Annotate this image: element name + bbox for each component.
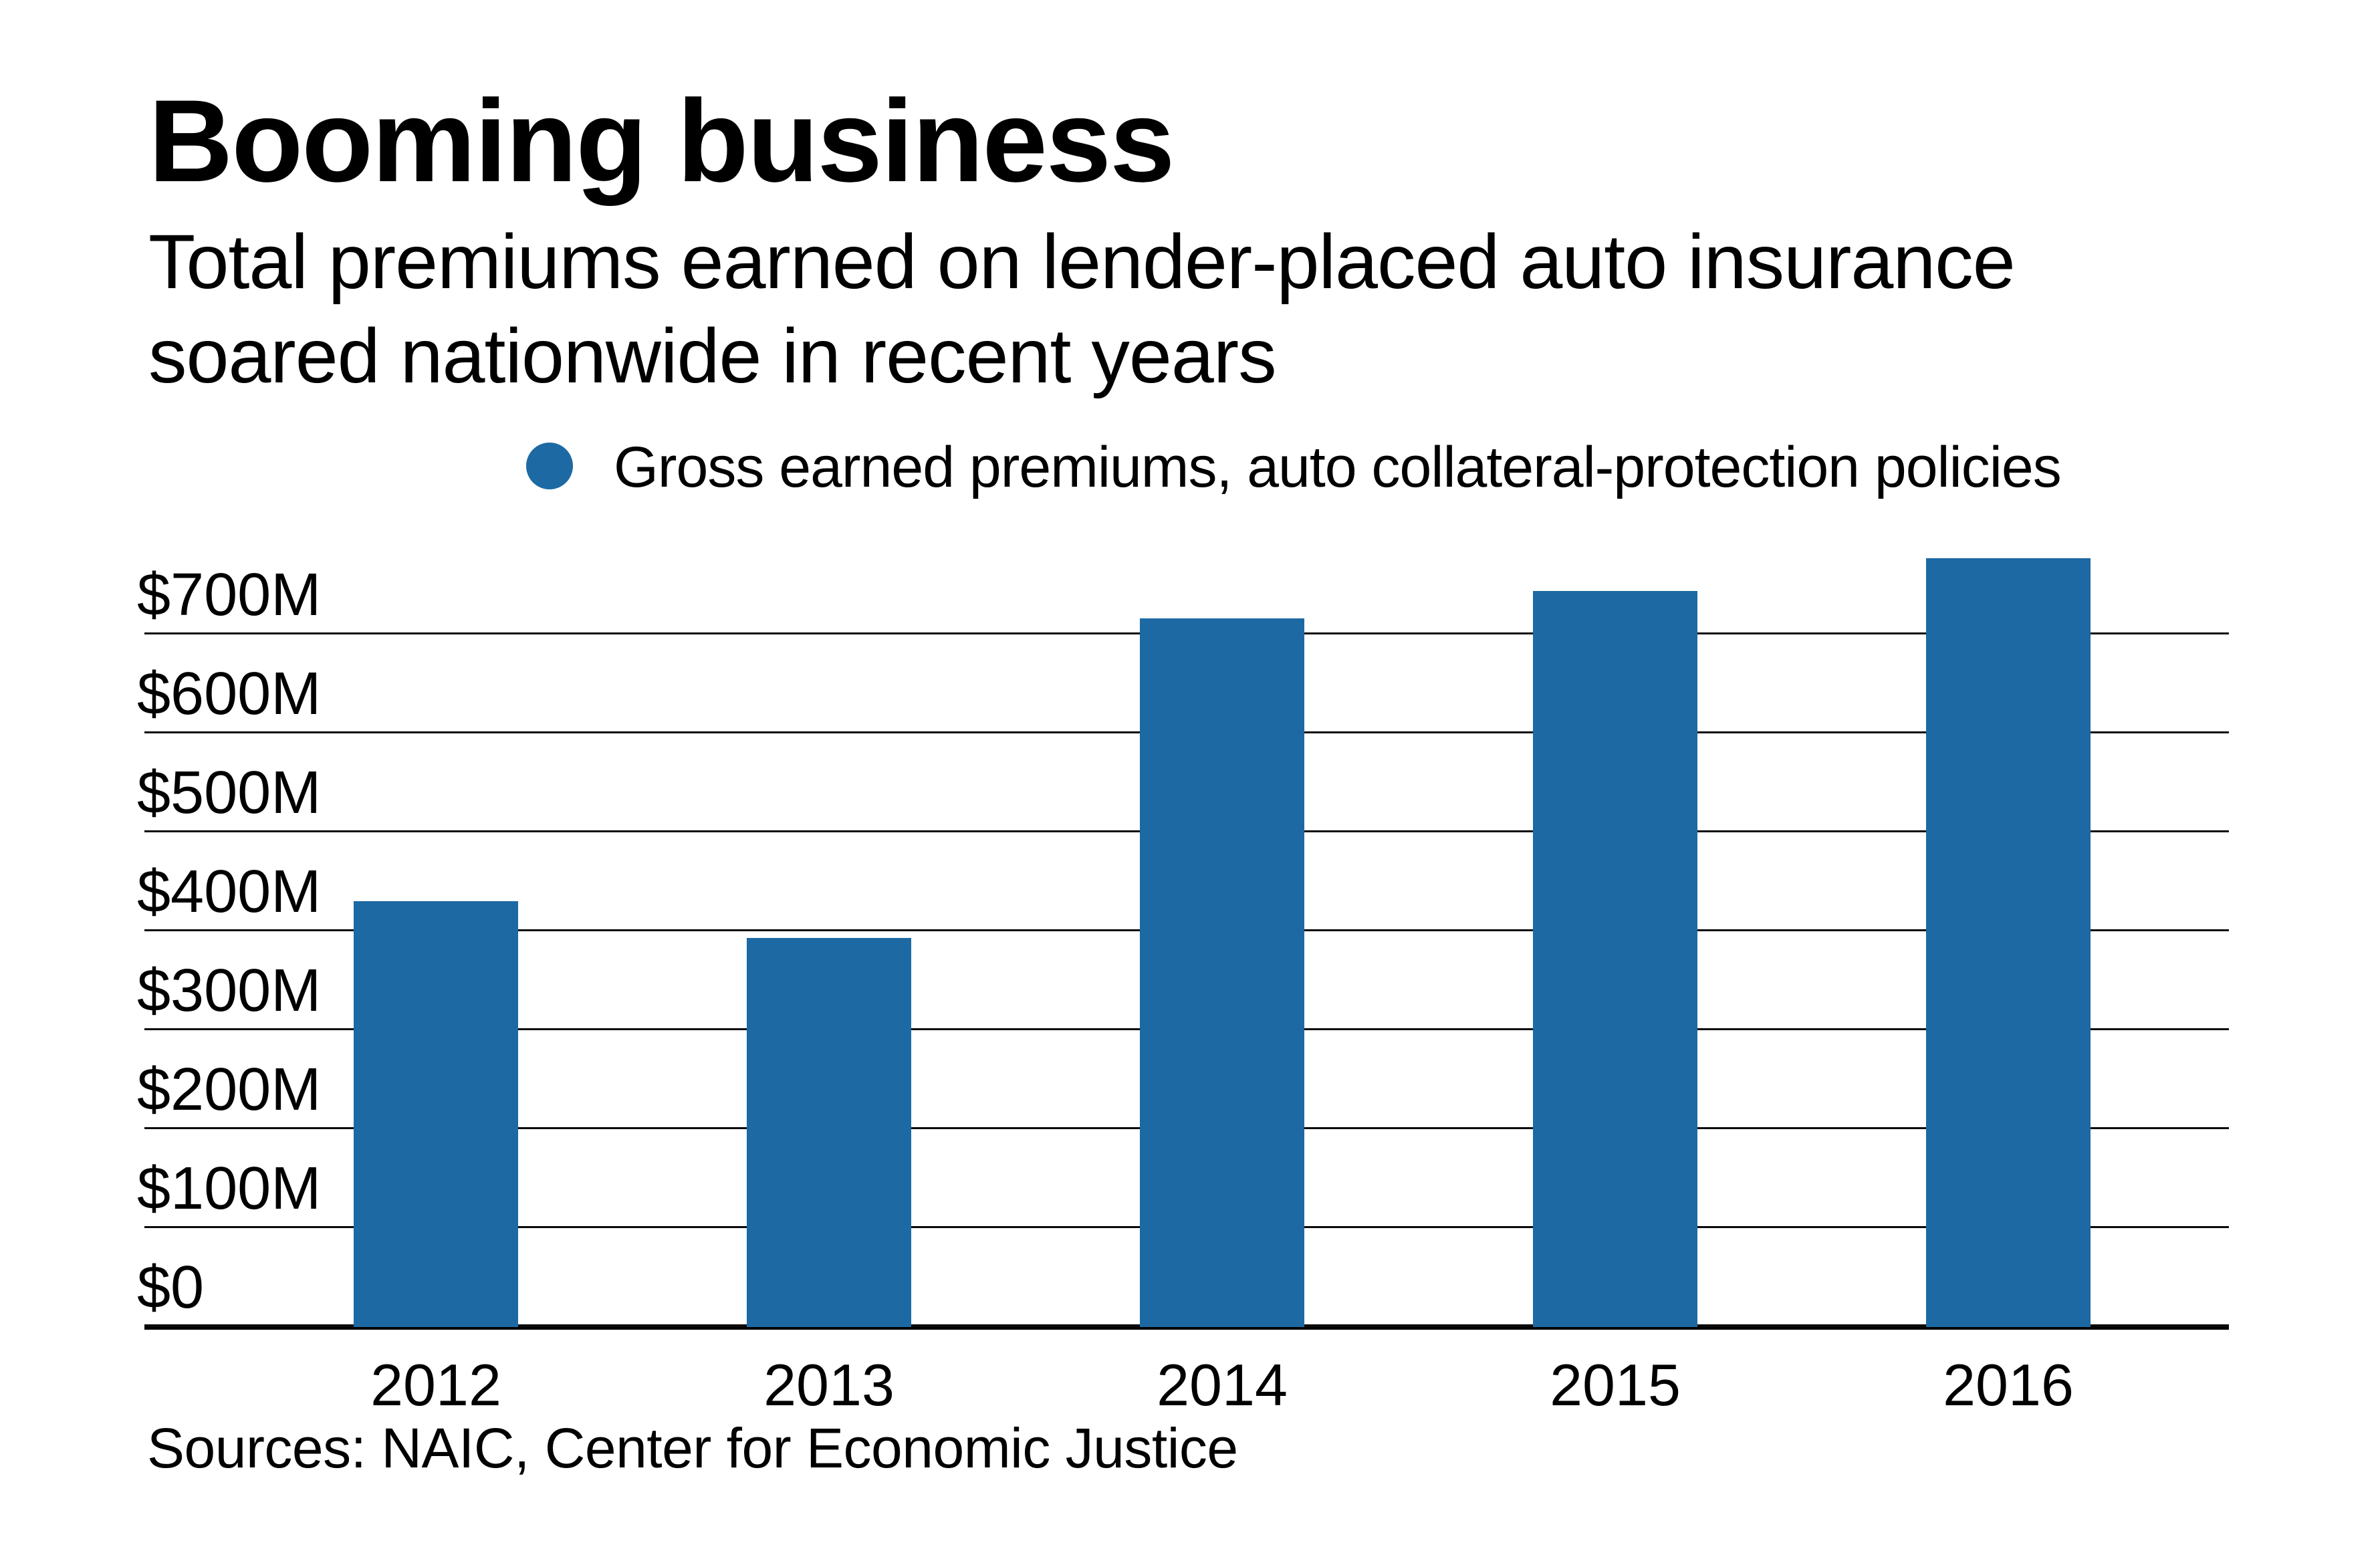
x-tick-label-2012: 2012 [370, 1352, 501, 1418]
x-axis-labels: 2012 2013 2014 2015 2016 [144, 1352, 2229, 1425]
bar-2014 [1140, 618, 1304, 1327]
y-tick-label-200: $200M [137, 1056, 322, 1123]
y-tick-label-500: $500M [137, 759, 322, 826]
page-subtitle-line-1: Total premiums earned on lender-placed a… [148, 219, 2016, 305]
page-subtitle: Total premiums earned on lender-placed a… [148, 215, 2016, 404]
bar-2013 [747, 938, 911, 1327]
legend-label: Gross earned premiums, auto collateral-p… [614, 435, 2062, 499]
y-tick-label-0: $0 [137, 1254, 205, 1321]
page-subtitle-line-2: soared nationwide in recent years [148, 314, 1277, 399]
bar-2012 [354, 901, 518, 1327]
x-tick-label-2013: 2013 [763, 1352, 895, 1418]
x-tick-label-2015: 2015 [1550, 1352, 1681, 1418]
bar-2016 [1926, 558, 2091, 1327]
y-tick-label-600: $600M [137, 660, 322, 727]
source-note: Sources: NAIC, Center for Economic Justi… [147, 1417, 1238, 1479]
bar-chart-plot-area: $0 $100M $200M $300M $400M $500M $600M $700M [137, 548, 2229, 1330]
y-tick-label-400: $400M [137, 858, 322, 925]
x-axis-baseline [144, 1324, 2229, 1330]
y-tick-label-700: $700M [137, 561, 322, 628]
legend-dot-icon [526, 443, 573, 489]
page-title: Booming business [148, 76, 1175, 207]
x-tick-label-2016: 2016 [1943, 1352, 2074, 1418]
x-tick-label-2014: 2014 [1157, 1352, 1288, 1418]
bar-2015 [1533, 590, 1697, 1327]
y-tick-label-100: $100M [137, 1155, 322, 1222]
y-tick-label-300: $300M [137, 957, 322, 1024]
